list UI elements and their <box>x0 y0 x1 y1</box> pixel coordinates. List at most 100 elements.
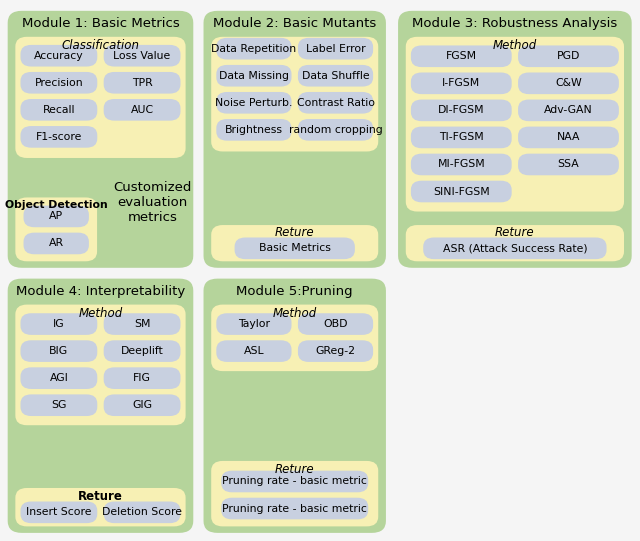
Text: F1-score: F1-score <box>36 132 82 142</box>
FancyBboxPatch shape <box>423 237 607 259</box>
FancyBboxPatch shape <box>15 37 186 158</box>
FancyBboxPatch shape <box>20 502 97 523</box>
FancyBboxPatch shape <box>398 11 632 268</box>
FancyBboxPatch shape <box>20 126 97 148</box>
Text: Label Error: Label Error <box>306 44 365 54</box>
Text: Reture: Reture <box>275 226 314 239</box>
Text: Reture: Reture <box>275 463 314 476</box>
Text: Adv-GAN: Adv-GAN <box>544 105 593 115</box>
FancyBboxPatch shape <box>20 367 97 389</box>
Text: AGI: AGI <box>49 373 68 383</box>
FancyBboxPatch shape <box>20 99 97 121</box>
FancyBboxPatch shape <box>411 100 512 121</box>
FancyBboxPatch shape <box>8 279 193 533</box>
FancyBboxPatch shape <box>518 100 619 121</box>
Text: Reture: Reture <box>495 226 534 239</box>
FancyBboxPatch shape <box>211 225 378 261</box>
Text: IG: IG <box>53 319 65 329</box>
Text: TPR: TPR <box>132 78 152 88</box>
FancyBboxPatch shape <box>216 340 292 362</box>
Text: Pruning rate - basic metric: Pruning rate - basic metric <box>222 477 367 486</box>
Text: Pruning rate - basic metric: Pruning rate - basic metric <box>222 504 367 513</box>
Text: Recall: Recall <box>43 105 75 115</box>
Text: Insert Score: Insert Score <box>26 507 92 517</box>
Text: AUC: AUC <box>131 105 154 115</box>
FancyBboxPatch shape <box>518 154 619 175</box>
Text: Data Repetition: Data Repetition <box>211 44 296 54</box>
Text: Module 4: Interpretability: Module 4: Interpretability <box>16 285 185 298</box>
FancyBboxPatch shape <box>298 119 373 141</box>
Text: Module 2: Basic Mutants: Module 2: Basic Mutants <box>213 17 376 30</box>
FancyBboxPatch shape <box>211 305 378 371</box>
Text: Method: Method <box>273 307 317 320</box>
FancyBboxPatch shape <box>298 313 373 335</box>
FancyBboxPatch shape <box>204 11 386 268</box>
FancyBboxPatch shape <box>298 38 373 60</box>
Text: Method: Method <box>493 39 537 52</box>
Text: TI-FGSM: TI-FGSM <box>439 133 484 142</box>
Text: Module 1: Basic Metrics: Module 1: Basic Metrics <box>22 17 179 30</box>
Text: Noise Perturb.: Noise Perturb. <box>215 98 292 108</box>
Text: Module 3: Robustness Analysis: Module 3: Robustness Analysis <box>412 17 618 30</box>
Text: Module 5:Pruning: Module 5:Pruning <box>236 285 353 298</box>
Text: GIG: GIG <box>132 400 152 410</box>
Text: Taylor: Taylor <box>238 319 270 329</box>
FancyBboxPatch shape <box>204 279 386 533</box>
FancyBboxPatch shape <box>518 72 619 94</box>
FancyBboxPatch shape <box>298 340 373 362</box>
FancyBboxPatch shape <box>221 498 368 519</box>
FancyBboxPatch shape <box>104 367 180 389</box>
FancyBboxPatch shape <box>406 37 624 212</box>
FancyBboxPatch shape <box>216 119 292 141</box>
FancyBboxPatch shape <box>104 394 180 416</box>
Text: random cropping: random cropping <box>289 125 382 135</box>
Text: Data Missing: Data Missing <box>219 71 289 81</box>
FancyBboxPatch shape <box>20 313 97 335</box>
Text: Method: Method <box>78 307 123 320</box>
FancyBboxPatch shape <box>15 488 186 526</box>
Text: ASL: ASL <box>244 346 264 356</box>
FancyBboxPatch shape <box>411 72 512 94</box>
Text: I-FGSM: I-FGSM <box>442 78 481 88</box>
Text: Reture: Reture <box>78 490 123 503</box>
FancyBboxPatch shape <box>216 65 292 87</box>
FancyBboxPatch shape <box>104 45 180 67</box>
FancyBboxPatch shape <box>15 197 97 261</box>
Text: BIG: BIG <box>49 346 68 356</box>
FancyBboxPatch shape <box>211 461 378 526</box>
FancyBboxPatch shape <box>518 45 619 67</box>
Text: NAA: NAA <box>557 133 580 142</box>
FancyBboxPatch shape <box>411 181 512 202</box>
Text: Customized
evaluation
metrics: Customized evaluation metrics <box>113 181 191 225</box>
FancyBboxPatch shape <box>411 45 512 67</box>
Text: Contrast Ratio: Contrast Ratio <box>296 98 374 108</box>
FancyBboxPatch shape <box>406 225 624 261</box>
FancyBboxPatch shape <box>298 65 373 87</box>
FancyBboxPatch shape <box>20 340 97 362</box>
Text: Brightness: Brightness <box>225 125 283 135</box>
FancyBboxPatch shape <box>104 502 180 523</box>
FancyBboxPatch shape <box>216 313 292 335</box>
FancyBboxPatch shape <box>15 305 186 425</box>
FancyBboxPatch shape <box>20 394 97 416</box>
Text: Deeplift: Deeplift <box>121 346 163 356</box>
FancyBboxPatch shape <box>216 92 292 114</box>
Text: PGD: PGD <box>557 51 580 61</box>
Text: C&W: C&W <box>555 78 582 88</box>
Text: Deletion Score: Deletion Score <box>102 507 182 517</box>
FancyBboxPatch shape <box>24 233 89 254</box>
FancyBboxPatch shape <box>104 340 180 362</box>
FancyBboxPatch shape <box>518 127 619 148</box>
Text: Loss Value: Loss Value <box>113 51 171 61</box>
FancyBboxPatch shape <box>211 37 378 151</box>
FancyBboxPatch shape <box>104 99 180 121</box>
FancyBboxPatch shape <box>216 38 292 60</box>
FancyBboxPatch shape <box>235 237 355 259</box>
Text: SG: SG <box>51 400 67 410</box>
Text: SM: SM <box>134 319 150 329</box>
FancyBboxPatch shape <box>411 127 512 148</box>
Text: MI-FGSM: MI-FGSM <box>437 160 485 169</box>
Text: Data Shuffle: Data Shuffle <box>301 71 369 81</box>
Text: Accuracy: Accuracy <box>34 51 84 61</box>
Text: Precision: Precision <box>35 78 83 88</box>
